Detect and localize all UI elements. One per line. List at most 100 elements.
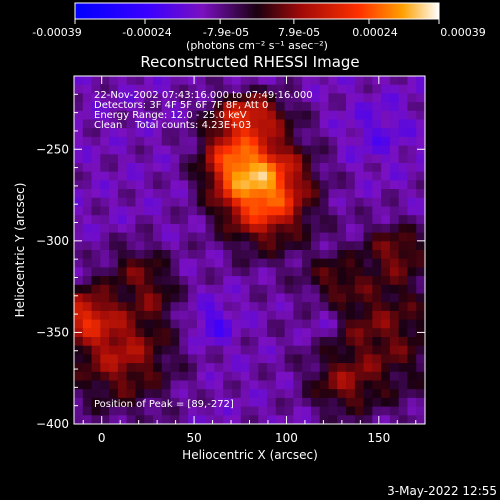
heatmap-cell bbox=[389, 197, 400, 208]
heatmap-cell bbox=[117, 223, 128, 234]
heatmap-cell bbox=[416, 102, 425, 112]
heatmap-cell bbox=[363, 119, 373, 129]
heatmap-cell bbox=[152, 397, 163, 408]
heatmap-cell bbox=[152, 310, 163, 321]
heatmap-cell bbox=[398, 197, 409, 208]
heatmap-cell bbox=[135, 397, 145, 408]
heatmap-cell bbox=[310, 328, 321, 338]
heatmap-cell bbox=[152, 371, 163, 382]
heatmap-cell bbox=[372, 397, 382, 408]
heatmap-cell bbox=[407, 380, 417, 390]
heatmap-cell bbox=[109, 284, 119, 295]
heatmap-cell bbox=[179, 215, 189, 225]
heatmap-cell bbox=[310, 389, 321, 399]
heatmap-cell bbox=[258, 189, 268, 199]
heatmap-cell bbox=[319, 206, 330, 216]
heatmap-cell bbox=[293, 189, 303, 199]
heatmap-cell bbox=[82, 232, 93, 242]
heatmap-cell bbox=[100, 145, 110, 155]
heatmap-cell bbox=[170, 145, 180, 155]
heatmap-cell bbox=[398, 180, 409, 190]
heatmap-cell bbox=[416, 136, 425, 147]
heatmap-cell bbox=[381, 154, 391, 164]
heatmap-cell bbox=[381, 337, 391, 347]
heatmap-cell bbox=[144, 84, 154, 94]
heatmap-cell bbox=[249, 328, 259, 338]
heatmap-cell bbox=[152, 293, 163, 303]
heatmap-cell bbox=[144, 154, 154, 164]
heatmap-cell bbox=[267, 232, 277, 242]
heatmap-cell bbox=[74, 154, 84, 164]
heatmap-cell bbox=[196, 93, 207, 103]
heatmap-cell bbox=[363, 380, 373, 390]
heatmap-cell bbox=[196, 406, 207, 416]
heatmap-cell bbox=[91, 345, 101, 355]
heatmap-cell bbox=[82, 284, 93, 295]
heatmap-cell bbox=[196, 163, 207, 173]
heatmap-cell bbox=[328, 328, 338, 338]
heatmap-cell bbox=[267, 128, 277, 138]
heatmap-cell bbox=[170, 337, 180, 347]
heatmap-cell bbox=[240, 232, 251, 242]
heatmap-cell bbox=[223, 136, 233, 147]
heatmap-cell bbox=[337, 337, 347, 347]
heatmap-cell bbox=[398, 136, 409, 147]
heatmap-cell bbox=[188, 345, 198, 355]
heatmap-cell bbox=[346, 267, 356, 277]
heatmap-cell bbox=[407, 415, 417, 424]
heatmap-cell bbox=[179, 180, 189, 190]
heatmap-cell bbox=[293, 93, 303, 103]
heatmap-cell bbox=[152, 354, 163, 364]
heatmap-cell bbox=[161, 93, 172, 103]
heatmap-cell bbox=[249, 284, 259, 295]
heatmap-cell bbox=[161, 119, 172, 129]
heatmap-cell bbox=[214, 276, 224, 286]
heatmap-cell bbox=[161, 276, 172, 286]
heatmap-cell bbox=[372, 110, 382, 121]
heatmap-cell bbox=[346, 102, 356, 112]
heatmap-cell bbox=[363, 163, 373, 173]
heatmap-cell bbox=[188, 102, 198, 112]
heatmap-cell bbox=[293, 171, 303, 181]
heatmap-cell bbox=[416, 110, 425, 121]
heatmap-cell bbox=[152, 136, 163, 147]
heatmap-cell bbox=[275, 232, 286, 242]
heatmap-cell bbox=[310, 215, 321, 225]
heatmap-cell bbox=[416, 223, 425, 234]
heatmap-cell bbox=[179, 345, 189, 355]
heatmap-cell bbox=[284, 93, 294, 103]
heatmap-cell bbox=[196, 145, 207, 155]
heatmap-cell bbox=[354, 250, 365, 260]
heatmap-cell bbox=[398, 128, 409, 138]
heatmap-cell bbox=[223, 354, 233, 364]
heatmap-cell bbox=[310, 189, 321, 199]
heatmap-cell bbox=[416, 250, 425, 260]
heatmap-cell bbox=[381, 163, 391, 173]
heatmap-cell bbox=[214, 354, 224, 364]
heatmap-cell bbox=[310, 337, 321, 347]
heatmap-cell bbox=[337, 110, 347, 121]
heatmap-cell bbox=[310, 102, 321, 112]
heatmap-cell bbox=[161, 397, 172, 408]
heatmap-cell bbox=[249, 136, 259, 147]
heatmap-cell bbox=[170, 293, 180, 303]
heatmap-cell bbox=[363, 250, 373, 260]
heatmap-cell bbox=[302, 302, 312, 312]
heatmap-cell bbox=[100, 389, 110, 399]
heatmap-cell bbox=[319, 354, 330, 364]
heatmap-cell bbox=[337, 293, 347, 303]
heatmap-cell bbox=[319, 406, 330, 416]
heatmap-cell bbox=[170, 319, 180, 329]
heatmap-cell bbox=[100, 319, 110, 329]
heatmap-cell bbox=[240, 310, 251, 321]
heatmap-cell bbox=[117, 310, 128, 321]
colorbar-tick-label: -7.9e-05 bbox=[203, 26, 249, 39]
heatmap-cell bbox=[135, 345, 145, 355]
heatmap-cell bbox=[240, 223, 251, 234]
heatmap-cell bbox=[231, 136, 242, 147]
heatmap-cell bbox=[91, 93, 101, 103]
heatmap-cell bbox=[319, 284, 330, 295]
heatmap-cell bbox=[284, 345, 294, 355]
heatmap-cell bbox=[372, 93, 382, 103]
heatmap-cell bbox=[196, 328, 207, 338]
